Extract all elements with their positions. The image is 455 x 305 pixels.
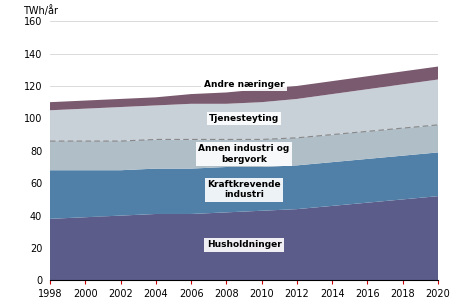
Text: Tjenesteyting: Tjenesteyting [208,114,278,123]
Text: Kraftkrevende
industri: Kraftkrevende industri [207,180,280,199]
Text: Husholdninger: Husholdninger [206,240,281,249]
Text: Andre næringer: Andre næringer [203,80,283,89]
Text: TWh/år: TWh/år [23,5,58,16]
Text: Annen industri og
bergvork: Annen industri og bergvork [198,144,289,164]
